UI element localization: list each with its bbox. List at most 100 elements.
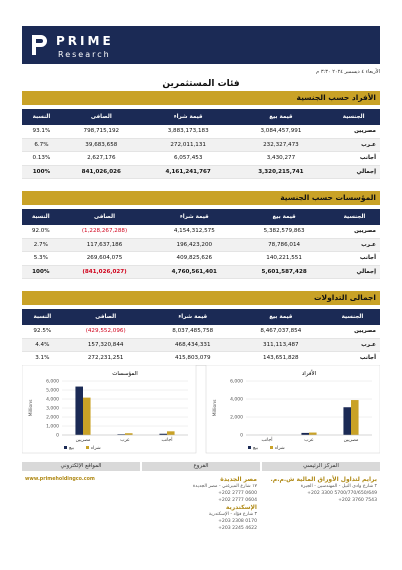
column-header: الصافى [59,209,150,225]
legend-label: شراء [91,446,101,451]
table-cell: 117,637,186 [59,238,150,252]
footer-line: +202 3760 7543 [338,498,377,503]
column-header: الجنسية [328,209,380,225]
table-row: مصريين 8,467,037,854 8,037,485,758 (429,552… [22,325,380,339]
table-cell: 5,382,579,863 [239,225,329,239]
table-cell: 409,825,626 [149,251,240,266]
table-cell: 100% [22,165,61,179]
bar [167,431,175,435]
table-cell: 143,651,828 [236,351,325,366]
table-cell: 78,786,014 [239,238,329,252]
table-cell: 6.7% [22,138,61,152]
table-row: مصريين 5,382,579,863 4,154,312,575 (1,228,2… [22,225,380,239]
column-header: قيمة بيع [239,209,329,225]
bar [83,397,91,435]
table-cell: (429,552,096) [62,325,149,339]
table-cell: عـرب [328,238,380,252]
table-cell: 196,423,200 [149,238,240,252]
table-cell: 415,803,079 [148,351,237,366]
chart-frame [22,365,197,454]
table-cell: 798,715,192 [60,125,142,139]
y-tick-label: 2,000 [230,415,243,421]
x-tick-label: عرب [120,438,130,443]
table-cell: 0.13% [22,151,61,166]
legend-swatch [86,446,89,449]
column-header: قيمة شراء [148,309,237,325]
table-cell: إجمالي [328,265,380,279]
column-header: الصافى [62,309,149,325]
footer-column: المواقع الإلكتروني www.primeholdingco.com [22,462,140,483]
footer-heading: المواقع الإلكتروني [22,462,140,471]
table-cell: 92.0% [22,225,60,239]
x-tick-label: مصريين [344,438,359,443]
table-cell: 100% [22,265,60,279]
table-cell: (1,228,267,288) [59,225,150,239]
footer-line: +202 3300 5700/770/650/649 [307,491,377,496]
table-cell: 311,113,487 [236,338,325,352]
table-cell: 272,011,131 [141,138,235,152]
date: الأربعاء ٤ ديسمبر ٢٠٢٤ ٣:٣٠ م [316,69,380,75]
column-header: قيمة بيع [234,109,328,125]
header-row: الجنسية قيمة بيع قيمة شراء الصافى النسبة [22,109,380,125]
legend-label: بيع [69,446,74,451]
table-cell: أجانب [327,151,380,166]
y-tick-label: 1,000 [46,424,59,430]
y-axis-label: Millions [212,399,218,416]
footer-line: ٢ شارع وادي النيل - المهندسين - الجيزة [300,484,377,489]
y-tick-label: 4,000 [46,397,59,403]
footer-line: الإسكندرية [225,504,257,511]
column-header: النسبة [22,309,63,325]
x-tick-label: عرب [304,438,314,443]
x-tick-label: أجانب [261,436,272,443]
table-row: عـرب 78,786,014 196,423,200 117,637,186 2.7% [22,238,380,252]
table-cell: 2,627,176 [60,151,142,166]
footer-line: +203 2308 0170 [218,519,257,524]
y-tick-label: 2,000 [46,415,59,421]
table-row: أجانب 3,430,277 6,057,453 2,627,176 0.13% [22,151,380,166]
data-table: الجنسية قيمة بيع قيمة شراء الصافى النسبة مصري… [22,109,380,179]
y-tick-label: 6,000 [230,379,243,385]
legend-swatch [64,446,67,449]
table-row: عـرب 311,113,487 468,434,331 157,320,844 4.4… [22,338,380,352]
chart-title: المؤسسات [112,371,138,377]
y-axis-label: Millions [28,399,34,416]
chart-title: الأفراد [302,369,317,377]
table-cell: عـرب [327,138,380,152]
y-tick-label: 6,000 [46,379,59,385]
page-title: فئات المستثمرين [162,79,240,89]
charts: المؤسسات Millions 0 1,000 2,000 3,000 4,000 5,0… [22,365,380,454]
table-cell: 3,084,457,991 [234,125,328,139]
table-cell: مصريين [327,125,380,139]
y-tick-label: 0 [56,433,59,439]
table-cell: عـرب [324,338,380,352]
table-cell: 3,320,215,741 [234,165,328,179]
table-cell: مصريين [328,225,380,239]
section-title: اجمالى التداولات [22,291,380,305]
table-cell: 8,467,037,854 [236,325,325,339]
bar [117,434,125,435]
table-row: إجمالي 3,320,215,741 4,161,241,767 841,026,… [22,165,380,179]
table-cell: 2.7% [22,238,60,252]
table-row: أجانب 143,651,828 415,803,079 272,231,251 3.… [22,351,380,366]
section-title: الأفراد حسب الجنسية [22,91,380,105]
table-cell: 157,320,844 [62,338,149,352]
legend-swatch [270,446,273,449]
bar [75,386,83,435]
table-row: مصريين 3,084,457,991 3,883,173,183 798,715,… [22,125,380,139]
table-cell: (841,026,027) [59,265,150,279]
section-title: المؤسسات حسب الجنسية [22,191,380,205]
column-header: الجنسية [324,309,380,325]
y-tick-label: 3,000 [46,406,59,412]
table-cell: 3,430,277 [234,151,328,166]
legend-label: شراء [275,446,285,451]
table-cell: 8,037,485,758 [148,325,237,339]
table-row: أجانب 140,221,551 409,825,626 269,604,075 5.… [22,251,380,266]
logo: PRIME Research [32,34,111,59]
bar [125,433,133,435]
table-cell: 468,434,331 [148,338,237,352]
header-row: الجنسية قيمة بيع قيمة شراء الصافى النسبة [22,309,380,325]
table-cell: 92.5% [22,325,63,339]
table-cell: 5,601,587,428 [239,265,329,279]
column-header: الجنسية [327,109,380,125]
